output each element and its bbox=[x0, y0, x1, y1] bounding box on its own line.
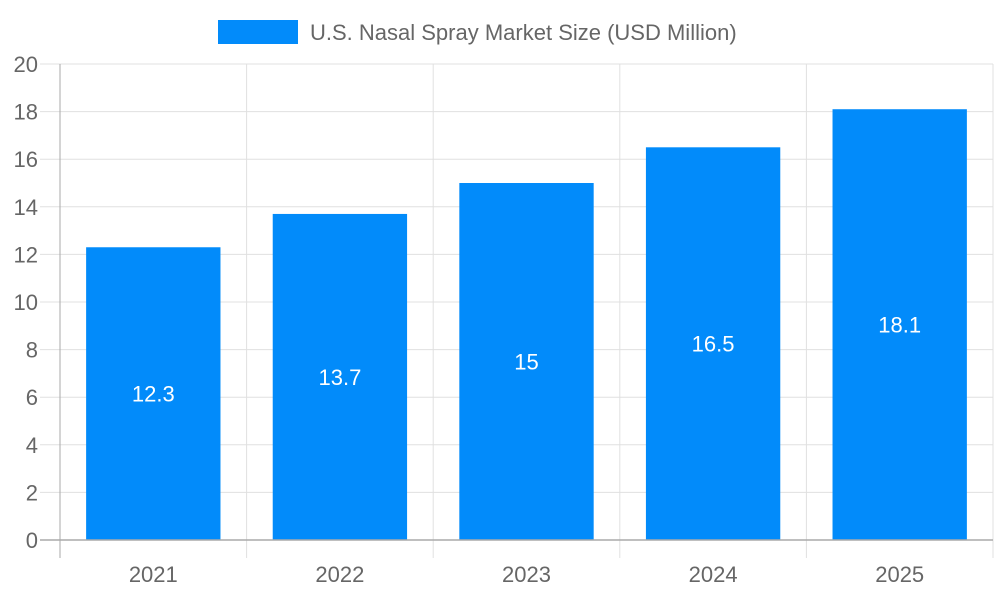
x-tick-label: 2022 bbox=[315, 562, 364, 587]
x-tick-label: 2025 bbox=[875, 562, 924, 587]
x-tick-label: 2021 bbox=[129, 562, 178, 587]
y-tick-label: 16 bbox=[14, 147, 38, 172]
y-tick-label: 18 bbox=[14, 100, 38, 125]
y-tick-label: 12 bbox=[14, 242, 38, 267]
bar bbox=[459, 183, 594, 540]
y-tick-label: 4 bbox=[26, 433, 38, 458]
bar bbox=[645, 147, 781, 541]
y-tick-label: 8 bbox=[26, 338, 38, 363]
legend[interactable]: U.S. Nasal Spray Market Size (USD Millio… bbox=[218, 20, 737, 45]
legend-label: U.S. Nasal Spray Market Size (USD Millio… bbox=[310, 20, 737, 45]
y-tick-label: 14 bbox=[14, 195, 38, 220]
y-tick-label: 0 bbox=[26, 528, 38, 553]
y-tick-label: 6 bbox=[26, 385, 38, 410]
data-label: 18.1 bbox=[878, 313, 921, 338]
axes: 0 2 4 6 8 10 12 14 16 18 20 2021 2022 2023 2024 2025 bbox=[14, 52, 993, 587]
y-tick-label: 10 bbox=[14, 290, 38, 315]
bars: 12.3 13.7 15 16.5 18.1 bbox=[86, 109, 967, 541]
bar bbox=[86, 247, 221, 540]
data-label: 12.3 bbox=[132, 382, 175, 407]
legend-swatch bbox=[218, 20, 298, 44]
y-tick-label: 2 bbox=[26, 480, 38, 505]
bar bbox=[832, 109, 967, 540]
x-tick-label: 2023 bbox=[502, 562, 551, 587]
data-label: 15 bbox=[514, 350, 538, 375]
y-tick-label: 20 bbox=[14, 52, 38, 77]
x-tick-label: 2024 bbox=[689, 562, 738, 587]
data-label: 16.5 bbox=[692, 332, 735, 357]
data-label: 13.7 bbox=[318, 365, 361, 390]
bar bbox=[272, 213, 408, 540]
